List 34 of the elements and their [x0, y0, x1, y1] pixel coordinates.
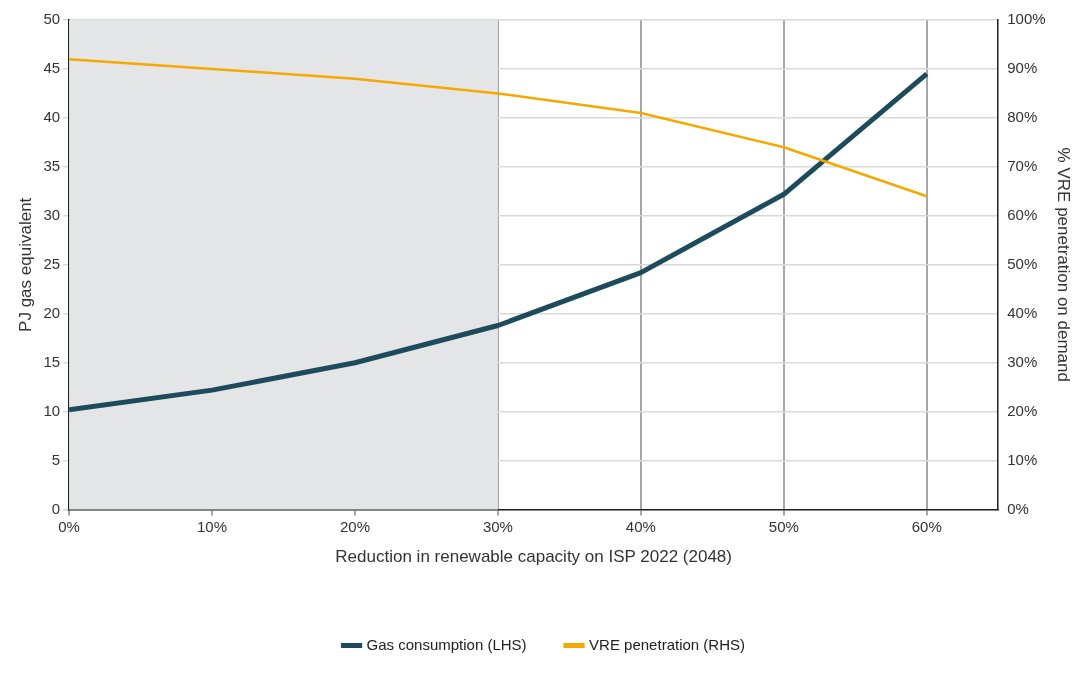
y2-tick-label: 10% [1007, 450, 1038, 468]
y2-tick-label: 40% [1007, 303, 1038, 321]
y-tick-label: 20 [43, 303, 61, 321]
y2-tick-label: 90% [1007, 59, 1038, 77]
y2-tick-label: 80% [1007, 108, 1038, 126]
y-tick-label: 5 [51, 450, 61, 468]
y2-tick-label: 60% [1007, 205, 1038, 223]
y2-tick-label: 30% [1007, 352, 1038, 370]
y-tick-label: 15 [43, 352, 61, 370]
y-tick-label: 30 [43, 205, 61, 223]
y2-tick-label: 0% [1007, 499, 1029, 517]
y-tick-label: 45 [43, 59, 61, 77]
y-tick-label: 40 [43, 108, 61, 126]
x-tick-label: 10% [197, 517, 228, 535]
y-tick-label: 50 [43, 10, 61, 28]
y2-tick-label: 70% [1007, 157, 1038, 175]
x-tick-label: 0% [58, 517, 80, 535]
x-axis-title: Reduction in renewable capacity on ISP 2022 (2048) [335, 547, 732, 567]
y-tick-label: 25 [43, 254, 61, 272]
x-tick-label: 60% [911, 517, 942, 535]
x-tick-label: 20% [339, 517, 370, 535]
y-tick-label: 0 [51, 499, 61, 517]
y2-axis-title: % VRE penetration on demand [1054, 147, 1074, 382]
x-tick-label: 50% [768, 517, 799, 535]
y2-tick-label: 20% [1007, 401, 1038, 419]
y2-tick-label: 50% [1007, 254, 1038, 272]
x-tick-label: 30% [482, 517, 513, 535]
y-tick-label: 35 [43, 157, 61, 175]
y-axis-title: PJ gas equivalent [15, 197, 35, 332]
y-tick-label: 10 [43, 401, 61, 419]
x-tick-label: 40% [625, 517, 656, 535]
y2-tick-label: 100% [1007, 10, 1046, 28]
legend-label: Gas consumption (LHS) [366, 635, 527, 653]
legend-label: VRE penetration (RHS) [589, 635, 745, 653]
